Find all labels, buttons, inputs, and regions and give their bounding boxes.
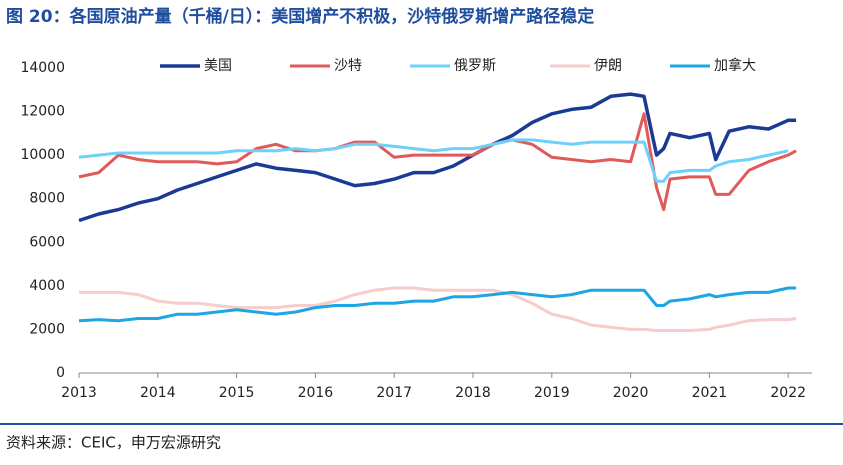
x-tick-label: 2017 [376,385,412,401]
series-line [78,112,797,212]
y-tick-label: 12000 [20,104,65,120]
source: 资料来源：CEIC，申万宏源研究 [6,434,221,452]
x-tick-label: 2021 [692,385,728,401]
x-tick-label: 2018 [455,385,491,401]
series-line [78,92,797,223]
y-tick-label: 8000 [29,191,65,207]
x-tick-label: 2015 [219,385,255,401]
chart-title: 图 20：各国原油产量（千桶/日）：美国增产不积极，沙特俄罗斯增产路径稳定 [6,6,594,27]
y-tick-label: 10000 [20,147,65,163]
x-tick-label: 2013 [61,385,97,401]
series-line [78,138,789,183]
x-tick-label: 2022 [770,385,806,401]
y-tick-label: 6000 [29,234,65,250]
legend-label: 沙特 [334,58,362,74]
series-line [79,286,797,332]
y-tick-label: 4000 [29,278,65,294]
legend-label: 美国 [204,58,232,74]
y-tick-label: 14000 [20,60,65,76]
x-tick-label: 2019 [534,385,570,401]
legend-label: 加拿大 [714,57,756,74]
y-tick-label: 2000 [29,321,65,337]
x-tick-label: 2016 [298,385,334,401]
y-tick-label: 0 [56,365,65,381]
legend-label: 伊朗 [594,58,622,74]
x-tick-label: 2014 [140,385,176,401]
x-tick-label: 2020 [613,385,649,401]
legend-label: 俄罗斯 [454,58,496,74]
series-line [78,286,797,323]
